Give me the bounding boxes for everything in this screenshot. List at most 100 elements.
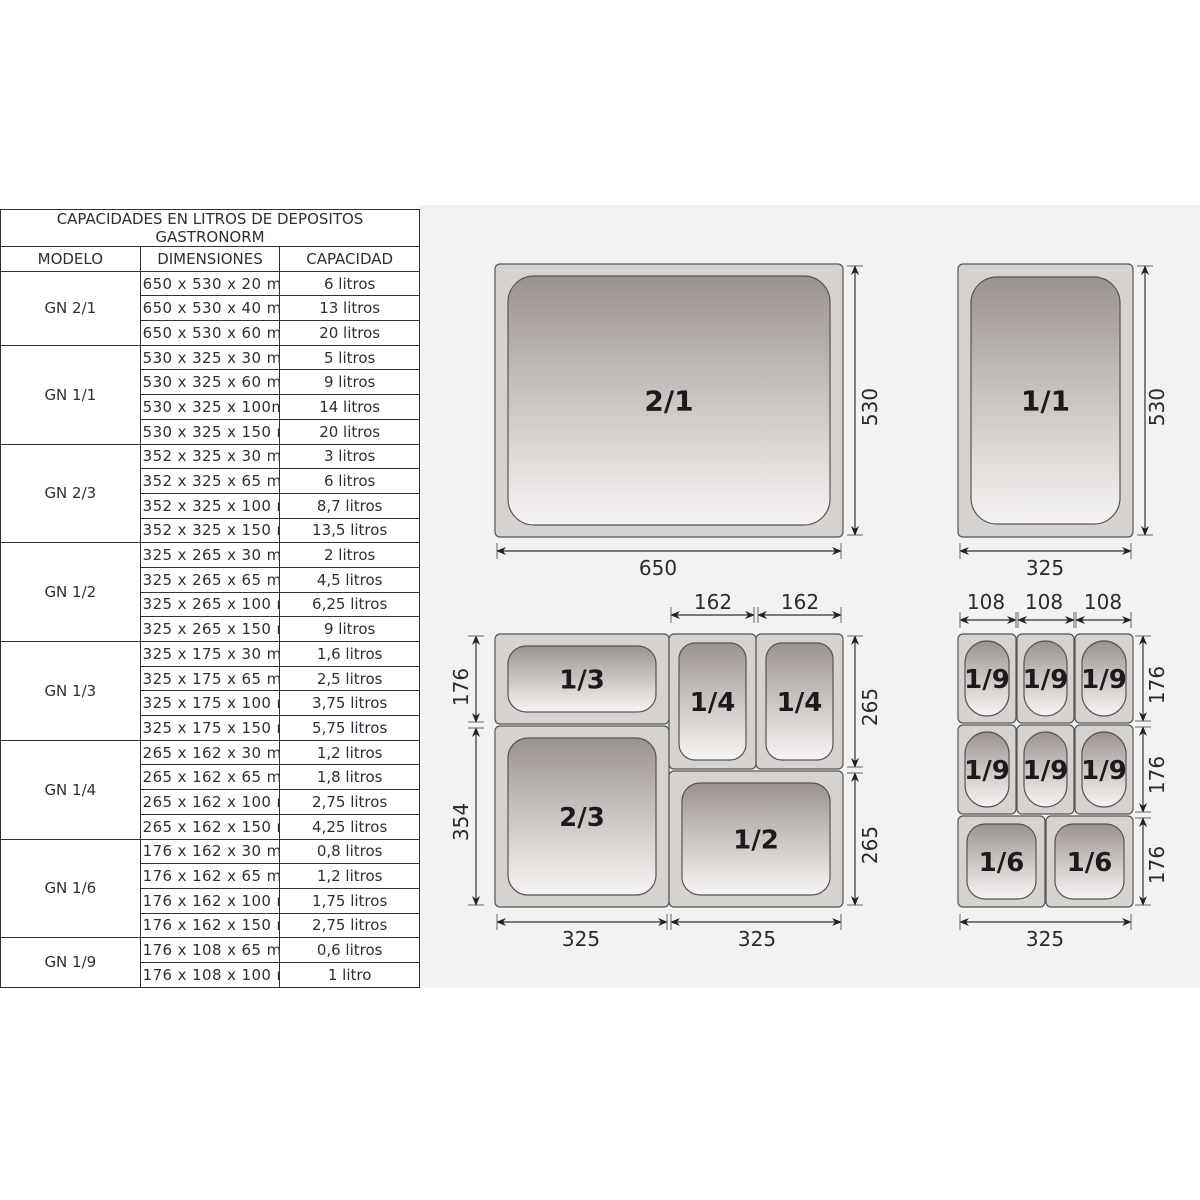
pan-well (765, 642, 834, 761)
dimensions-cell: 176 x 162 x 30 mm. (139, 838, 281, 865)
pan-label: 1/9 (1081, 665, 1127, 695)
table-row: 530 x 325 x 60 mm.9 litros (1, 369, 420, 396)
dimensions-cell: 530 x 325 x 100mm. (139, 394, 281, 420)
capacity-cell: 9 litros (279, 369, 420, 396)
capacity-cell: 5 litros (279, 344, 420, 371)
pan-well (1023, 731, 1068, 808)
dimension-label: 265 (858, 688, 882, 726)
table-row: 325 x 175 x 150 mm.5,75 litros (1, 715, 420, 741)
dimensions-cell: 650 x 530 x 40 mm. (139, 295, 281, 322)
pan-label: 1/2 (733, 825, 779, 855)
pan-well (964, 640, 1010, 717)
pan-well (1054, 823, 1125, 900)
dimensions-cell: 325 x 175 x 65 mm. (139, 665, 281, 692)
dimension-label: 530 (1145, 388, 1169, 426)
table-row: 530 x 325 x 150 mm.20 litros (1, 418, 420, 445)
pan-well (507, 737, 657, 896)
model-cell: GN 1/9 (0, 937, 141, 988)
dimension-label: 108 (1025, 590, 1063, 614)
dimensions-cell: 530 x 325 x 60 mm. (139, 369, 281, 396)
dimension-label: 108 (967, 590, 1005, 614)
header-dimensiones: DIMENSIONES (139, 246, 281, 272)
model-cell: GN 2/1 (0, 270, 141, 346)
dimensions-cell: 352 x 325 x 30 mm. (139, 443, 281, 470)
pan-well (964, 731, 1010, 808)
capacity-cell: 5,75 litros (279, 715, 420, 741)
dimension-label: 176 (449, 668, 473, 706)
dimension-label: 650 (639, 556, 677, 580)
dimensions-cell: 530 x 325 x 150 mm. (139, 418, 281, 445)
table-row: 650 x 530 x 60 mm.20 litros (1, 320, 420, 346)
pan-well (681, 782, 831, 896)
table-title: CAPACIDADES EN LITROS DE DEPOSITOS GASTRO… (0, 209, 420, 247)
pan-label: 1/4 (777, 688, 823, 718)
dimensions-cell: 176 x 162 x 65 mm. (139, 863, 281, 889)
dimension-label: 530 (858, 388, 882, 426)
capacity-cell: 2,75 litros (279, 912, 420, 939)
capacity-cell: 1,2 litros (279, 739, 420, 766)
capacity-cell: 4,5 litros (279, 566, 420, 593)
capacity-table: CAPACIDADES EN LITROS DE DEPOSITOS GASTRO… (0, 209, 420, 988)
pan-well (507, 275, 831, 526)
dimensions-cell: 325 x 265 x 65 mm. (139, 566, 281, 593)
capacity-cell: 1,8 litros (279, 764, 420, 791)
capacity-cell: 20 litros (279, 320, 420, 346)
pan-label: 1/6 (979, 848, 1025, 878)
table-row: 176 x 108 x 100 mm.1 litro (1, 961, 420, 988)
pan-label: 2/1 (644, 385, 693, 418)
dimension-label: 325 (562, 927, 600, 951)
pan-well (966, 823, 1037, 900)
capacity-cell: 6,25 litros (279, 591, 420, 618)
dimensions-cell: 325 x 175 x 150 mm. (139, 715, 281, 741)
pan-well (507, 645, 657, 713)
header-modelo: MODELO (0, 246, 141, 272)
capacity-cell: 0,8 litros (279, 838, 420, 865)
table-row: 325 x 265 x 65 mm.4,5 litros (1, 566, 420, 593)
pan-label: 1/9 (1023, 756, 1069, 786)
table-row: 352 x 325 x 65 mm.6 litros (1, 468, 420, 494)
dimensions-cell: 265 x 162 x 30 mm. (139, 739, 281, 766)
capacity-cell: 2,5 litros (279, 665, 420, 692)
capacity-cell: 3,75 litros (279, 690, 420, 717)
capacity-cell: 20 litros (279, 418, 420, 445)
pan-label: 1/9 (964, 756, 1010, 786)
pan-well (970, 276, 1121, 525)
pan-label: 1/9 (1023, 665, 1069, 695)
table-row: 325 x 265 x 100 mm.6,25 litros (1, 591, 420, 618)
dimensions-cell: 176 x 162 x 150 mm. (139, 912, 281, 939)
dimension-label: 162 (694, 590, 732, 614)
pan-label: 2/3 (559, 803, 605, 833)
model-cell: GN 1/3 (0, 641, 141, 741)
pan-well (1023, 640, 1068, 717)
dimension-label: 176 (1145, 666, 1169, 704)
dimensions-cell: 265 x 162 x 100 mm. (139, 789, 281, 815)
pan-well (678, 642, 747, 761)
table-row: 265 x 162 x 65 mm.1,8 litros (1, 764, 420, 791)
capacity-cell: 2,75 litros (279, 789, 420, 815)
header-capacidad: CAPACIDAD (279, 246, 420, 272)
pan-label: 1/1 (1021, 385, 1070, 418)
dimensions-cell: 325 x 265 x 150 mm. (139, 616, 281, 642)
capacity-cell: 6 litros (279, 270, 420, 297)
table-row: 176 x 162 x 150 mm.2,75 litros (1, 912, 420, 939)
table-row: 265 x 162 x 150 mm.4,25 litros (1, 813, 420, 840)
pan-well (1081, 731, 1127, 808)
pan-label: 1/9 (1081, 756, 1127, 786)
dimension-label: 354 (449, 803, 473, 841)
dimension-label: 176 (1145, 756, 1169, 794)
dimensions-cell: 176 x 108 x 100 mm. (139, 961, 281, 988)
model-cell: GN 1/1 (0, 344, 141, 445)
table-row: 176 x 162 x 100 mm.1,75 litros (1, 887, 420, 914)
pan-label: 1/9 (964, 665, 1010, 695)
capacity-cell: 1,6 litros (279, 641, 420, 667)
dimensions-cell: 265 x 162 x 150 mm. (139, 813, 281, 840)
table-row: 325 x 175 x 100 mm.3,75 litros (1, 690, 420, 717)
dimensions-cell: 325 x 265 x 100 mm. (139, 591, 281, 618)
pan-label: 1/6 (1067, 848, 1113, 878)
